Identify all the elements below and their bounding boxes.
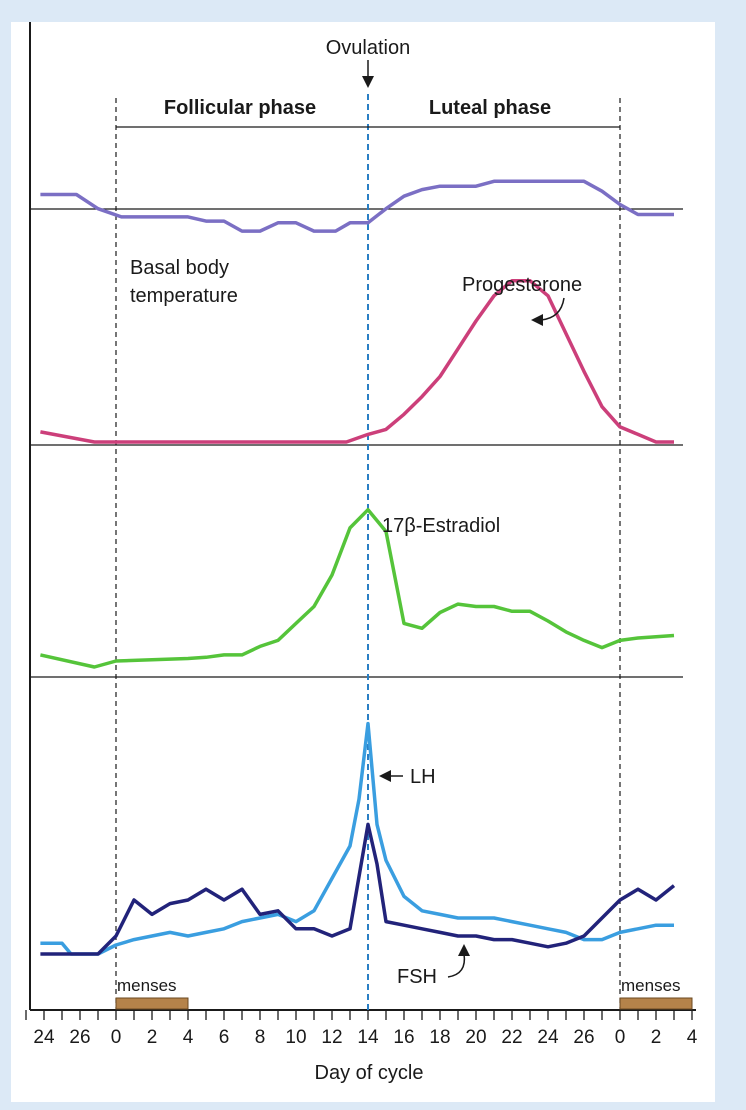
x-tick-label: 18: [429, 1027, 450, 1048]
x-ticks: 24 26 0 2 4 6 8 10 12 14 16 18 20 22 24 26 0 2 4: [25, 1010, 698, 1048]
lh-label: LH: [410, 766, 436, 788]
x-tick-label: 0: [111, 1027, 122, 1048]
estradiol-label: 17β-Estradiol: [382, 515, 500, 537]
ovulation-label: Ovulation: [326, 37, 411, 59]
bbt-label-line1: Basal body: [130, 257, 229, 279]
x-tick-label: 24: [537, 1027, 559, 1048]
x-tick-label: 22: [501, 1027, 522, 1048]
lh-pointer-head: [379, 770, 391, 782]
hormone-cycle-chart: 24 26 0 2 4 6 8 10 12 14 16 18 20 22 24 26 0 2 4 Ovulation…: [25, 22, 698, 1084]
x-tick-label: 10: [285, 1027, 306, 1048]
menses-label-right: menses: [621, 976, 681, 995]
fsh-label: FSH: [397, 966, 437, 988]
series-line-lh: [40, 721, 674, 956]
x-tick-label: 26: [573, 1027, 594, 1048]
x-tick-label: 12: [321, 1027, 342, 1048]
x-tick-label: 16: [393, 1027, 414, 1048]
progesterone-label: Progesterone: [462, 274, 582, 296]
x-tick-label: 4: [183, 1027, 194, 1048]
chart-panel: 24 26 0 2 4 6 8 10 12 14 16 18 20 22 24 26 0 2 4 Ovulation…: [11, 22, 715, 1102]
bbt-label-line2: temperature: [130, 285, 238, 307]
x-tick-label: 2: [147, 1027, 158, 1048]
x-tick-label: 2: [651, 1027, 662, 1048]
series-line-estradiol: [40, 507, 675, 669]
follicular-phase-label: Follicular phase: [164, 97, 316, 119]
x-tick-label: 6: [219, 1027, 230, 1048]
progesterone-pointer: [540, 297, 565, 321]
fsh-pointer: [447, 953, 466, 978]
series-line-progesterone: [40, 278, 674, 444]
series-line-bbt: [40, 179, 674, 233]
series-line-fsh: [40, 822, 676, 956]
x-tick-label: 14: [357, 1027, 379, 1048]
progesterone-pointer-head: [531, 314, 543, 326]
ovulation-arrow-head: [362, 76, 374, 88]
x-tick-label: 8: [255, 1027, 266, 1048]
menses-label-left: menses: [117, 976, 177, 995]
menses-bar-left: [115, 997, 189, 1010]
series-layer: [40, 179, 676, 956]
x-tick-label: 0: [615, 1027, 626, 1048]
x-tick-label: 4: [687, 1027, 698, 1048]
x-tick-label: 24: [33, 1027, 55, 1048]
x-tick-label: 20: [465, 1027, 486, 1048]
fsh-pointer-head: [458, 944, 470, 956]
x-axis-label: Day of cycle: [315, 1062, 424, 1084]
x-tick-label: 26: [69, 1027, 90, 1048]
luteal-phase-label: Luteal phase: [429, 97, 551, 119]
menses-bar-right: [619, 997, 693, 1010]
